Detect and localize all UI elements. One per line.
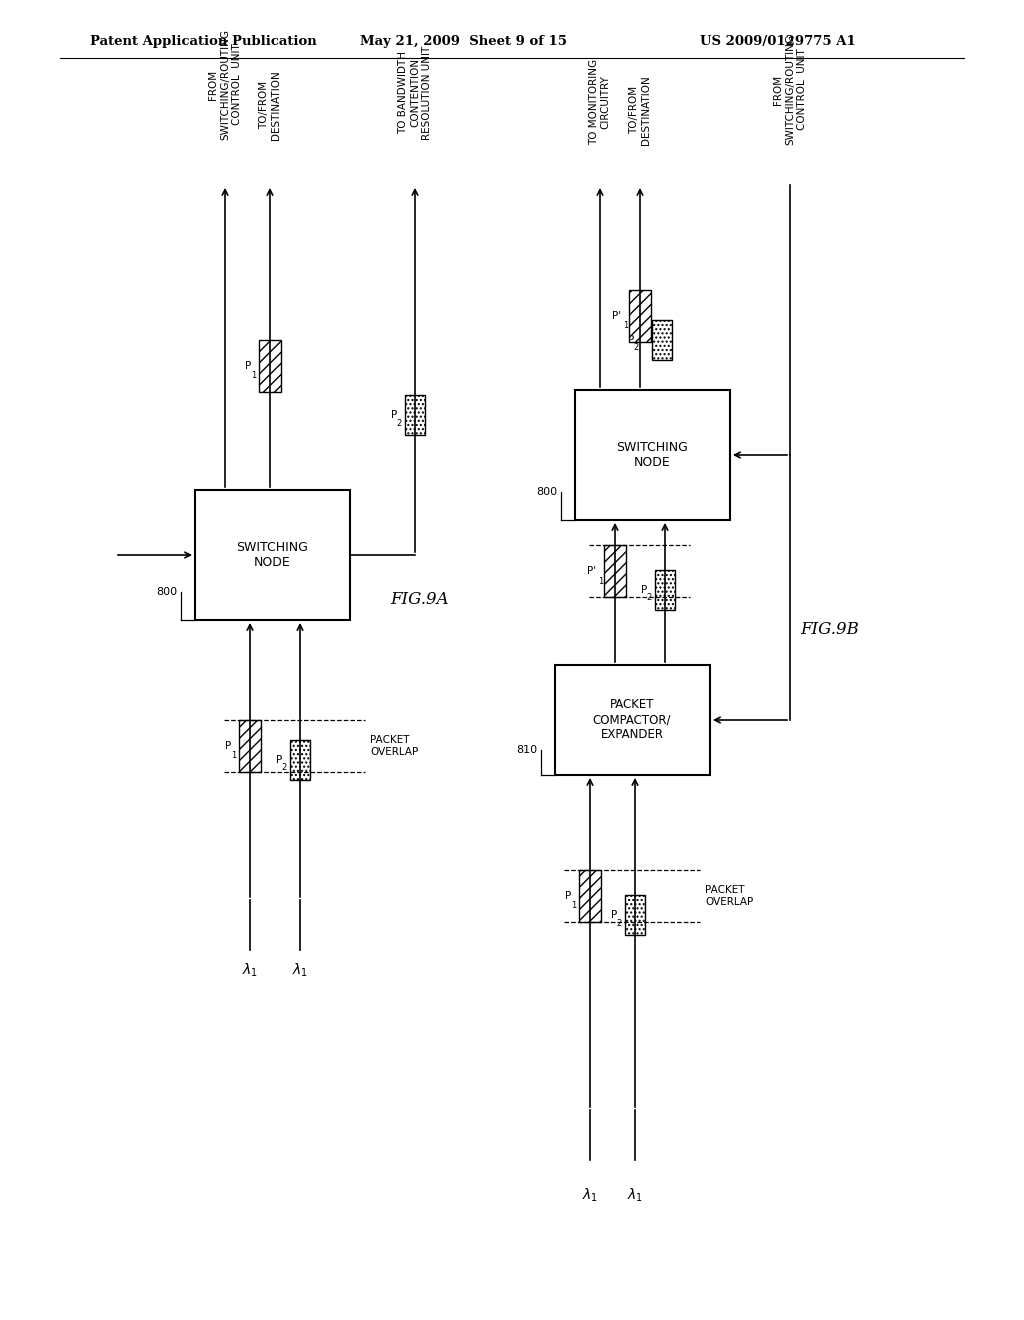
Text: TO/FROM
DESTINATION: TO/FROM DESTINATION (259, 70, 281, 140)
Text: $\lambda_1$: $\lambda_1$ (627, 1187, 643, 1204)
Text: 1: 1 (570, 900, 575, 909)
Text: SWITCHING
NODE: SWITCHING NODE (237, 541, 308, 569)
Text: 1: 1 (251, 371, 256, 380)
Bar (652, 319, 672, 360)
Text: 2: 2 (647, 594, 652, 602)
Bar (406, 395, 425, 436)
Bar (290, 741, 310, 780)
Text: TO MONITORING
CIRCUITRY: TO MONITORING CIRCUITRY (589, 59, 610, 145)
Text: 810: 810 (516, 744, 537, 755)
Text: 800: 800 (156, 587, 177, 597)
Text: $\lambda_1$: $\lambda_1$ (292, 961, 308, 978)
Bar (195, 490, 350, 620)
Text: PACKET
COMPACTOR/
EXPANDER: PACKET COMPACTOR/ EXPANDER (593, 698, 672, 742)
Bar (629, 290, 651, 342)
Text: Patent Application Publication: Patent Application Publication (90, 36, 316, 49)
Bar (579, 870, 601, 921)
Text: 1: 1 (598, 577, 603, 586)
Text: $\lambda_1$: $\lambda_1$ (242, 961, 258, 978)
Bar (575, 389, 730, 520)
Text: 2: 2 (634, 343, 639, 352)
Text: P: P (224, 741, 231, 751)
Text: P: P (275, 755, 282, 766)
Text: 1: 1 (623, 322, 628, 330)
Bar (555, 665, 710, 775)
Text: TO/FROM
DESTINATION: TO/FROM DESTINATION (629, 75, 651, 145)
Text: PACKET
OVERLAP: PACKET OVERLAP (705, 886, 754, 907)
Text: 2: 2 (282, 763, 287, 772)
Text: P: P (628, 335, 634, 345)
Text: P': P' (612, 312, 621, 321)
Text: 2: 2 (616, 919, 622, 928)
Text: 1: 1 (230, 751, 236, 759)
Text: P: P (245, 360, 251, 371)
Bar (604, 545, 626, 597)
Text: P': P' (587, 566, 596, 576)
Text: SWITCHING
NODE: SWITCHING NODE (616, 441, 688, 469)
Text: P: P (391, 411, 397, 420)
Text: FROM
SWITCHING/ROUTING
CONTROL  UNIT: FROM SWITCHING/ROUTING CONTROL UNIT (773, 34, 807, 145)
Bar (625, 895, 645, 935)
Bar (655, 570, 675, 610)
Text: FROM
SWITCHING/ROUTING
CONTROL  UNIT: FROM SWITCHING/ROUTING CONTROL UNIT (209, 29, 242, 140)
Text: May 21, 2009  Sheet 9 of 15: May 21, 2009 Sheet 9 of 15 (360, 36, 567, 49)
Bar (239, 719, 261, 772)
Text: 800: 800 (536, 487, 557, 498)
Text: P: P (641, 585, 647, 595)
Text: $\lambda_1$: $\lambda_1$ (582, 1187, 598, 1204)
Text: P: P (565, 891, 571, 902)
Text: 2: 2 (396, 418, 402, 428)
Text: FIG.9B: FIG.9B (800, 622, 859, 639)
Text: P: P (610, 909, 617, 920)
Text: FIG.9A: FIG.9A (390, 591, 449, 609)
Text: US 2009/0129775 A1: US 2009/0129775 A1 (700, 36, 856, 49)
Text: TO BANDWIDTH
CONTENTION
RESOLUTION UNIT: TO BANDWIDTH CONTENTION RESOLUTION UNIT (398, 46, 431, 140)
Bar (259, 341, 281, 392)
Text: PACKET
OVERLAP: PACKET OVERLAP (370, 735, 418, 756)
